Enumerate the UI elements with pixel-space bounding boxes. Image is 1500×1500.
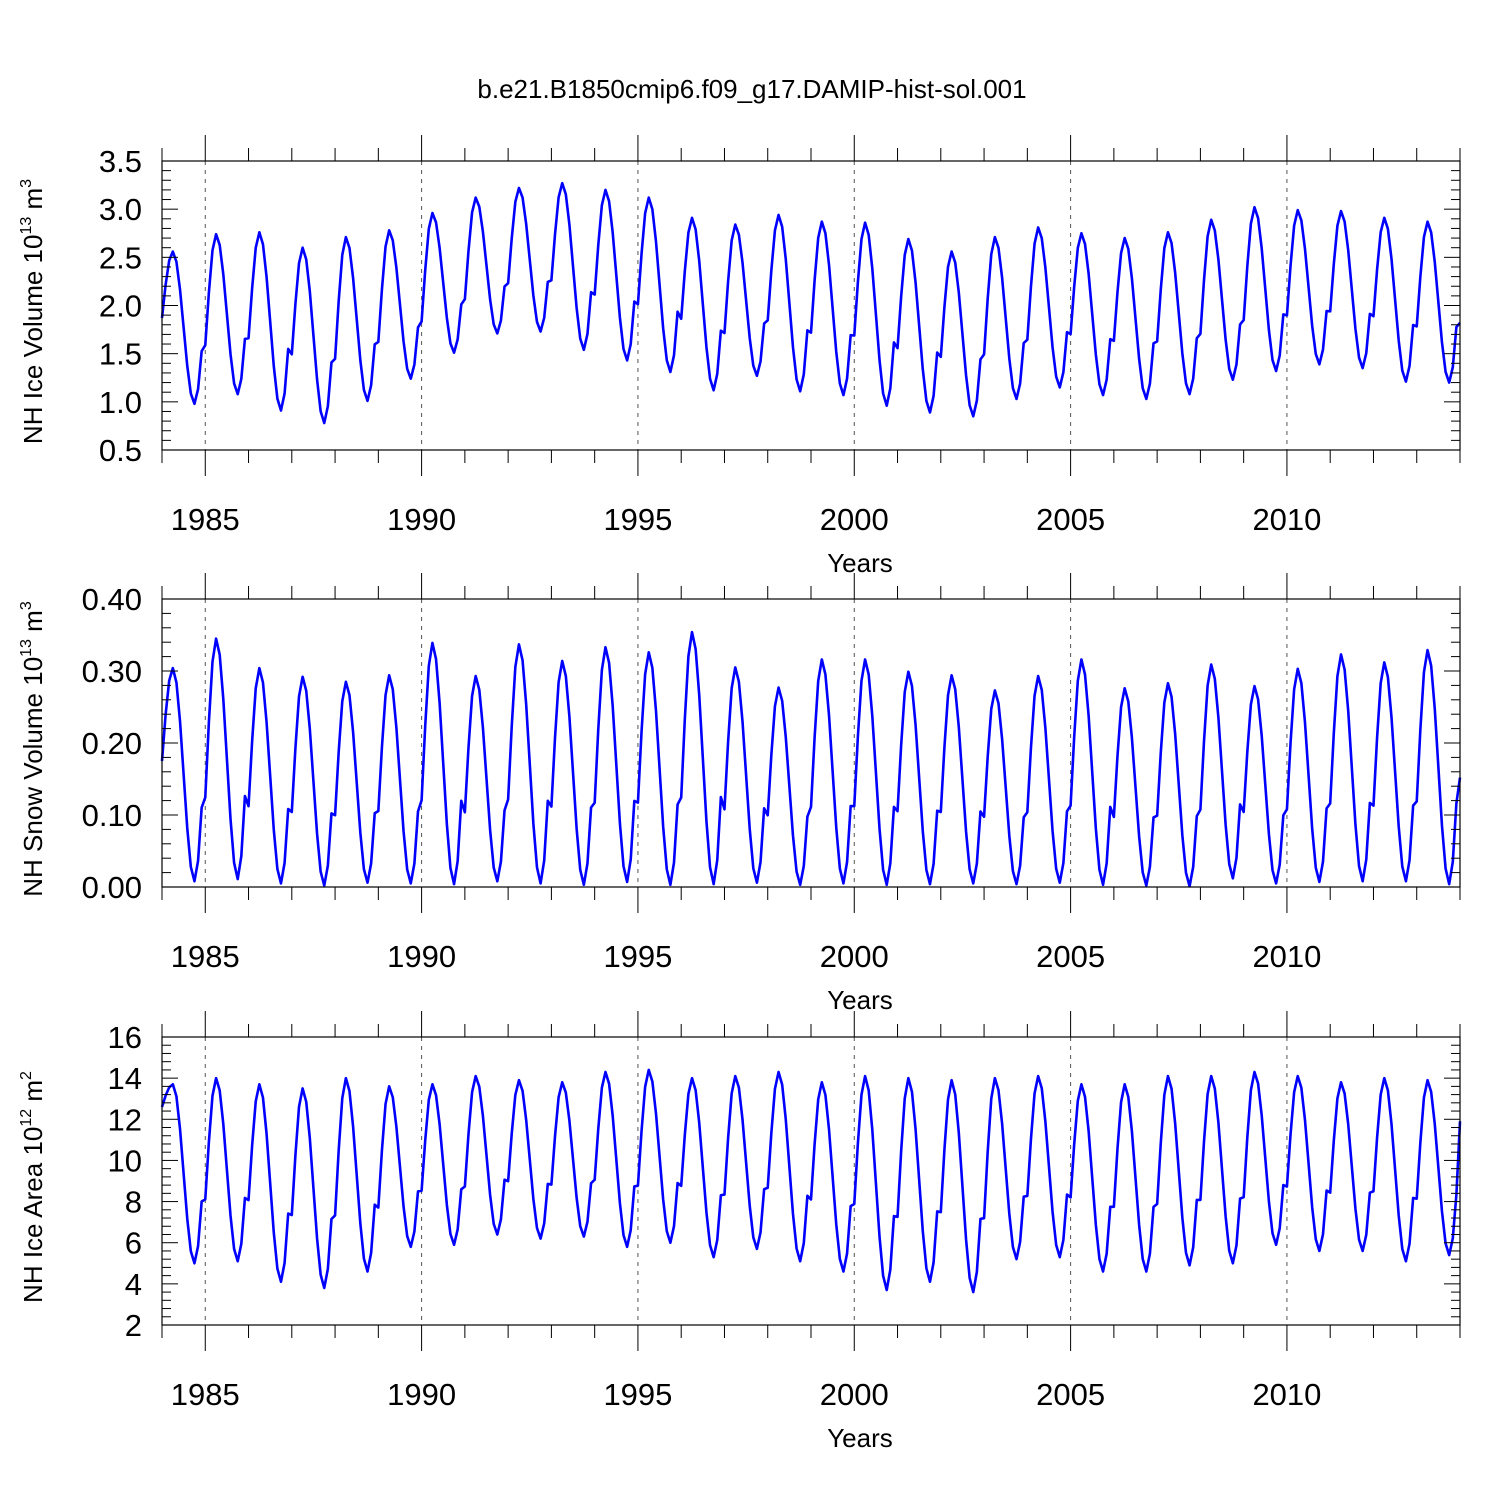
y-axis-label-main: NH Ice Area 10 <box>18 1127 48 1303</box>
x-tick-label: 1985 <box>171 502 240 537</box>
y-tick-label: 1.5 <box>99 337 142 372</box>
y-tick-label: 12 <box>108 1102 142 1137</box>
y-tick-label: 10 <box>108 1143 142 1178</box>
y-axis-label: NH Snow Volume 1013 m3 <box>18 601 48 897</box>
y-axis-label-unit: m <box>18 188 48 217</box>
x-tick-label: 2005 <box>1036 502 1105 537</box>
x-tick-label: 1995 <box>603 502 672 537</box>
y-tick-label: 3.0 <box>99 192 142 227</box>
series-line-snow-volume <box>160 630 1462 888</box>
x-axis-label: Years <box>827 548 893 578</box>
x-axis-label: Years <box>827 985 893 1015</box>
y-tick-label: 0.20 <box>82 726 142 761</box>
series-line-ice-area <box>160 1068 1462 1294</box>
y-axis-label-exponent: 13 <box>18 217 35 235</box>
x-tick-label: 2005 <box>1036 939 1105 974</box>
x-tick-label: 2010 <box>1252 502 1321 537</box>
series-line-ice-volume <box>160 181 1461 425</box>
y-tick-label: 2 <box>125 1308 142 1343</box>
y-axis-label-unit: m <box>18 610 48 639</box>
y-axis-label: NH Ice Volume 1013 m3 <box>18 179 48 444</box>
y-axis-label-main: NH Ice Volume 10 <box>18 235 48 445</box>
x-tick-label: 2010 <box>1252 1377 1321 1412</box>
x-tick-label: 2005 <box>1036 1377 1105 1412</box>
plot-frame <box>161 598 1461 888</box>
x-tick-label: 2000 <box>820 1377 889 1412</box>
y-tick-label: 0.40 <box>82 582 142 617</box>
y-axis-label: NH Ice Area 1012 m2 <box>18 1071 48 1303</box>
y-tick-label: 6 <box>125 1226 142 1261</box>
chart-panel-ice-area: 1985 1990 1995 2000 2005 2010 2 4 6 8 10 12 14 16 Year… <box>18 1011 1462 1453</box>
chart-panel-ice-volume: 1985 1990 1995 2000 2005 2010 0.5 1.0 1.5 2.0 2.5 3… <box>18 135 1461 578</box>
y-tick-label: 0.10 <box>82 798 142 833</box>
y-axis-label-unit-exponent: 3 <box>18 601 35 610</box>
x-tick-label: 1985 <box>171 1377 240 1412</box>
x-tick-label: 1995 <box>603 939 672 974</box>
y-axis-label-unit-exponent: 2 <box>18 1071 35 1080</box>
y-tick-label: 14 <box>108 1061 142 1096</box>
x-tick-label: 1990 <box>387 502 456 537</box>
y-tick-label: 0.30 <box>82 654 142 689</box>
y-tick-label: 0.00 <box>82 870 142 905</box>
y-tick-label: 3.5 <box>99 144 142 179</box>
x-tick-label: 2000 <box>820 939 889 974</box>
x-tick-label: 2010 <box>1252 939 1321 974</box>
y-tick-label: 16 <box>108 1020 142 1055</box>
x-tick-label: 1985 <box>171 939 240 974</box>
y-axis-label-exponent: 13 <box>18 639 35 657</box>
chart-title: b.e21.B1850cmip6.f09_g17.DAMIP-hist-sol.… <box>477 74 1026 104</box>
y-tick-label: 2.0 <box>99 289 142 324</box>
x-tick-label: 1990 <box>387 939 456 974</box>
x-tick-label: 2000 <box>820 502 889 537</box>
y-axis-label-unit-exponent: 3 <box>18 179 35 188</box>
x-axis-label: Years <box>827 1423 893 1453</box>
y-axis-label-main: NH Snow Volume 10 <box>18 657 48 897</box>
y-tick-label: 4 <box>125 1267 142 1302</box>
y-tick-label: 2.5 <box>99 240 142 275</box>
x-tick-label: 1995 <box>603 1377 672 1412</box>
y-tick-label: 1.0 <box>99 385 142 420</box>
y-axis-label-exponent: 12 <box>18 1109 35 1127</box>
y-tick-label: 0.5 <box>99 433 142 468</box>
x-tick-label: 1990 <box>387 1377 456 1412</box>
chart-panels: 1985 1990 1995 2000 2005 2010 0.5 1.0 1.5 2.0 2.5 3… <box>18 135 1462 1453</box>
y-tick-label: 8 <box>125 1185 142 1220</box>
chart-panel-snow-volume: 1985 1990 1995 2000 2005 2010 0.00 0.10 0.20 0.30… <box>18 573 1462 1015</box>
y-axis-label-unit: m <box>18 1080 48 1109</box>
